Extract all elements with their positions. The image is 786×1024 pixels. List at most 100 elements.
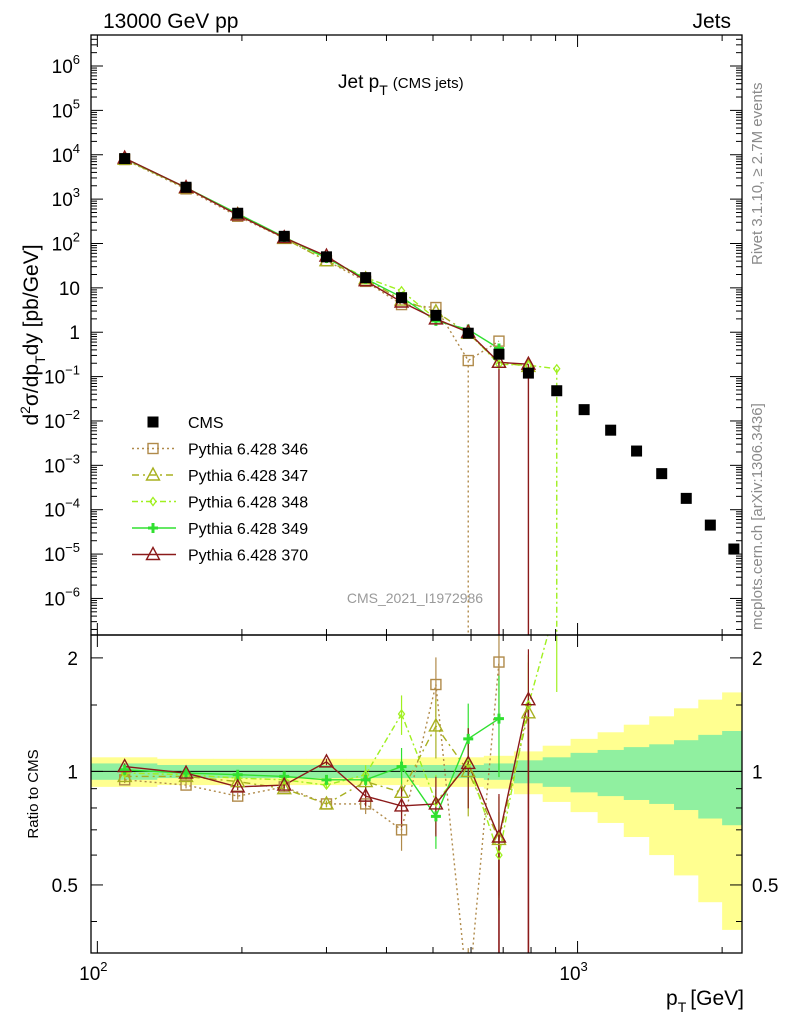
ratio-marker-5 (357, 787, 374, 802)
cms-data-point (180, 181, 192, 193)
ratio-marker-1 (463, 993, 473, 1003)
cms-data-point (396, 292, 408, 304)
ratio-marker-1 (180, 779, 192, 791)
chart-title-main: Jet p (338, 72, 379, 93)
ratio-marker-2 (428, 717, 444, 732)
upper-panel-frame (90, 34, 743, 636)
mcplots-text: mcplots.cern.ch [arXiv:1306.3436] (749, 403, 766, 630)
legend-label-5: Pythia 6.428 370 (188, 548, 308, 565)
ratio-marker-1 (395, 824, 408, 836)
y-tick-label: 10−6 (44, 584, 80, 610)
cms-data-point (493, 348, 505, 360)
panel-frames (90, 34, 743, 954)
cms-data-point (578, 404, 590, 416)
axis-ticks: 10610510410310210110−110−210−310−410−510… (44, 35, 778, 985)
ratio-marker-5 (117, 758, 133, 773)
band-inner-bin (570, 752, 599, 793)
y-tick-label: 104 (52, 141, 80, 167)
legend-marker-4 (148, 523, 158, 533)
chart-title-sub: T (379, 82, 388, 98)
ratio-marker-2 (393, 783, 410, 799)
ratio-marker-3 (495, 850, 503, 861)
y-tick-label: 10 (59, 279, 80, 300)
band-inner-bin (722, 730, 742, 826)
ratio-marker-3 (397, 708, 406, 720)
y-tick-label: 106 (52, 52, 80, 78)
series-marker-5 (491, 353, 507, 369)
legend-label-1: Pythia 6.428 346 (188, 442, 308, 459)
ratio-marker-2 (520, 704, 537, 719)
legend-label-2: Pythia 6.428 347 (188, 468, 308, 485)
y-tick-label: 10−2 (44, 407, 80, 433)
ratio-tick-label-right: 0.5 (752, 876, 778, 897)
ratio-tick-label-right: 2 (752, 649, 763, 670)
legend-label-3: Pythia 6.428 348 (188, 495, 308, 512)
upper-y-axis-label: d2σ/dpTdy [pb/GeV] (17, 244, 48, 425)
ratio-marker-2 (318, 795, 335, 810)
cms-data-point (631, 445, 643, 457)
ratio-marker-5 (318, 753, 335, 768)
ratio-marker-2 (276, 780, 292, 795)
ratio-marker-2 (230, 773, 246, 788)
category-label: Jets (692, 10, 731, 33)
ratio-marker-2 (491, 831, 507, 846)
ratio-marker-1 (493, 656, 505, 668)
legend-marker-3 (149, 496, 157, 507)
legend-marker-5 (145, 546, 161, 561)
y-tick-label: 105 (52, 96, 80, 122)
y-tick-label: 102 (52, 229, 80, 255)
ratio-line-1 (124, 661, 500, 953)
lower-y-axis-label: Ratio to CMS (25, 749, 42, 838)
lower-panel-series (117, 635, 558, 1003)
cms-data-point (232, 207, 244, 219)
energy-label: 13000 GeV pp (103, 10, 238, 33)
cms-data-point (360, 272, 372, 284)
ratio-marker-4 (360, 774, 371, 785)
y-tick-label: 10−5 (44, 540, 80, 566)
cms-data-point (430, 309, 442, 321)
ratio-marker-5 (393, 797, 410, 812)
ratio-marker-4 (430, 811, 441, 822)
ratio-marker-1 (231, 790, 244, 802)
cms-data-point (522, 367, 534, 379)
ratio-marker-1 (430, 678, 442, 691)
ratio-marker-3 (322, 779, 331, 791)
ratio-tick-label: 0.5 (52, 876, 78, 897)
ratio-tick-label-right: 1 (752, 762, 763, 783)
ratio-marker-4 (463, 733, 474, 744)
series-marker-1 (462, 354, 474, 367)
ratio-tick-label: 1 (67, 762, 78, 783)
ratio-marker-4 (119, 764, 130, 775)
ratio-marker-4 (279, 771, 290, 782)
series-marker-3 (552, 363, 561, 374)
ratio-tick-label: 2 (67, 649, 78, 670)
y-tick-label: 1 (69, 323, 80, 344)
ratio-marker-3 (524, 699, 533, 711)
cms-data-point (728, 543, 740, 555)
analysis-id: CMS_2021_I1972986 (347, 590, 483, 606)
legend-label-4: Pythia 6.428 349 (188, 521, 308, 538)
ratio-marker-1 (359, 798, 372, 810)
band-inner-bin (597, 749, 625, 797)
y-tick-label: 10−4 (44, 496, 80, 522)
chart-title-suffix: (CMS jets) (393, 75, 464, 92)
band-inner-bin (649, 744, 675, 804)
cms-data-point (320, 251, 332, 263)
cms-data-point (656, 468, 668, 480)
legend-label-0: CMS (188, 415, 224, 432)
ratio-marker-5 (276, 776, 292, 791)
band-inner-bin (698, 734, 723, 819)
chart-title: Jet pT (CMS jets) (338, 72, 464, 98)
ratio-marker-4 (321, 774, 332, 785)
legend-marker-1 (147, 442, 159, 455)
legend: CMS Pythia 6.428 346 Pythia 6.428 347 Pythi… (132, 415, 308, 565)
band-inner-bin (623, 747, 650, 800)
y-tick-label: 10−3 (44, 451, 80, 477)
legend-cms-marker (147, 416, 159, 428)
cms-data-point (680, 492, 692, 504)
x-axis-label: pT [GeV] (666, 987, 744, 1015)
y-tick-label: 103 (52, 185, 80, 211)
ratio-marker-3 (280, 774, 289, 785)
cms-data-point (119, 153, 131, 165)
